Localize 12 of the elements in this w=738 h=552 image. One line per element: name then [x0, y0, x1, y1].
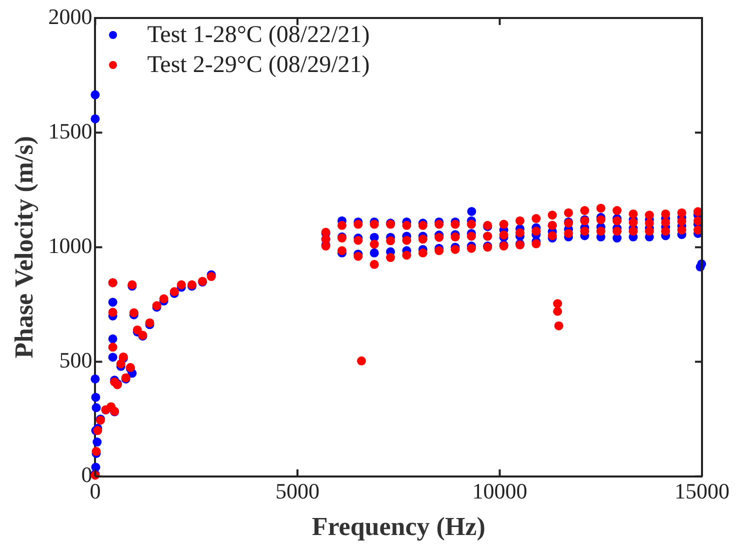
y-tick-label: 1500 [48, 118, 92, 144]
x-axis-title: Frequency (Hz) [312, 512, 486, 542]
legend-label: Test 2-29°C (08/29/21) [147, 52, 370, 78]
y-tick-label: 500 [59, 348, 92, 373]
x-tick-label: 15000 [674, 478, 730, 504]
x-tick-label: 5000 [275, 478, 320, 504]
x-tick-label: 10000 [472, 478, 528, 504]
y-axis-title: Phase Velocity (m/s) [9, 136, 38, 358]
y-tick-label: 0 [81, 462, 92, 488]
y-tick-label: 2000 [48, 4, 92, 29]
legend-label: Test 1-28°C (08/22/21) [147, 22, 370, 48]
y-tick-label: 1000 [48, 232, 92, 258]
